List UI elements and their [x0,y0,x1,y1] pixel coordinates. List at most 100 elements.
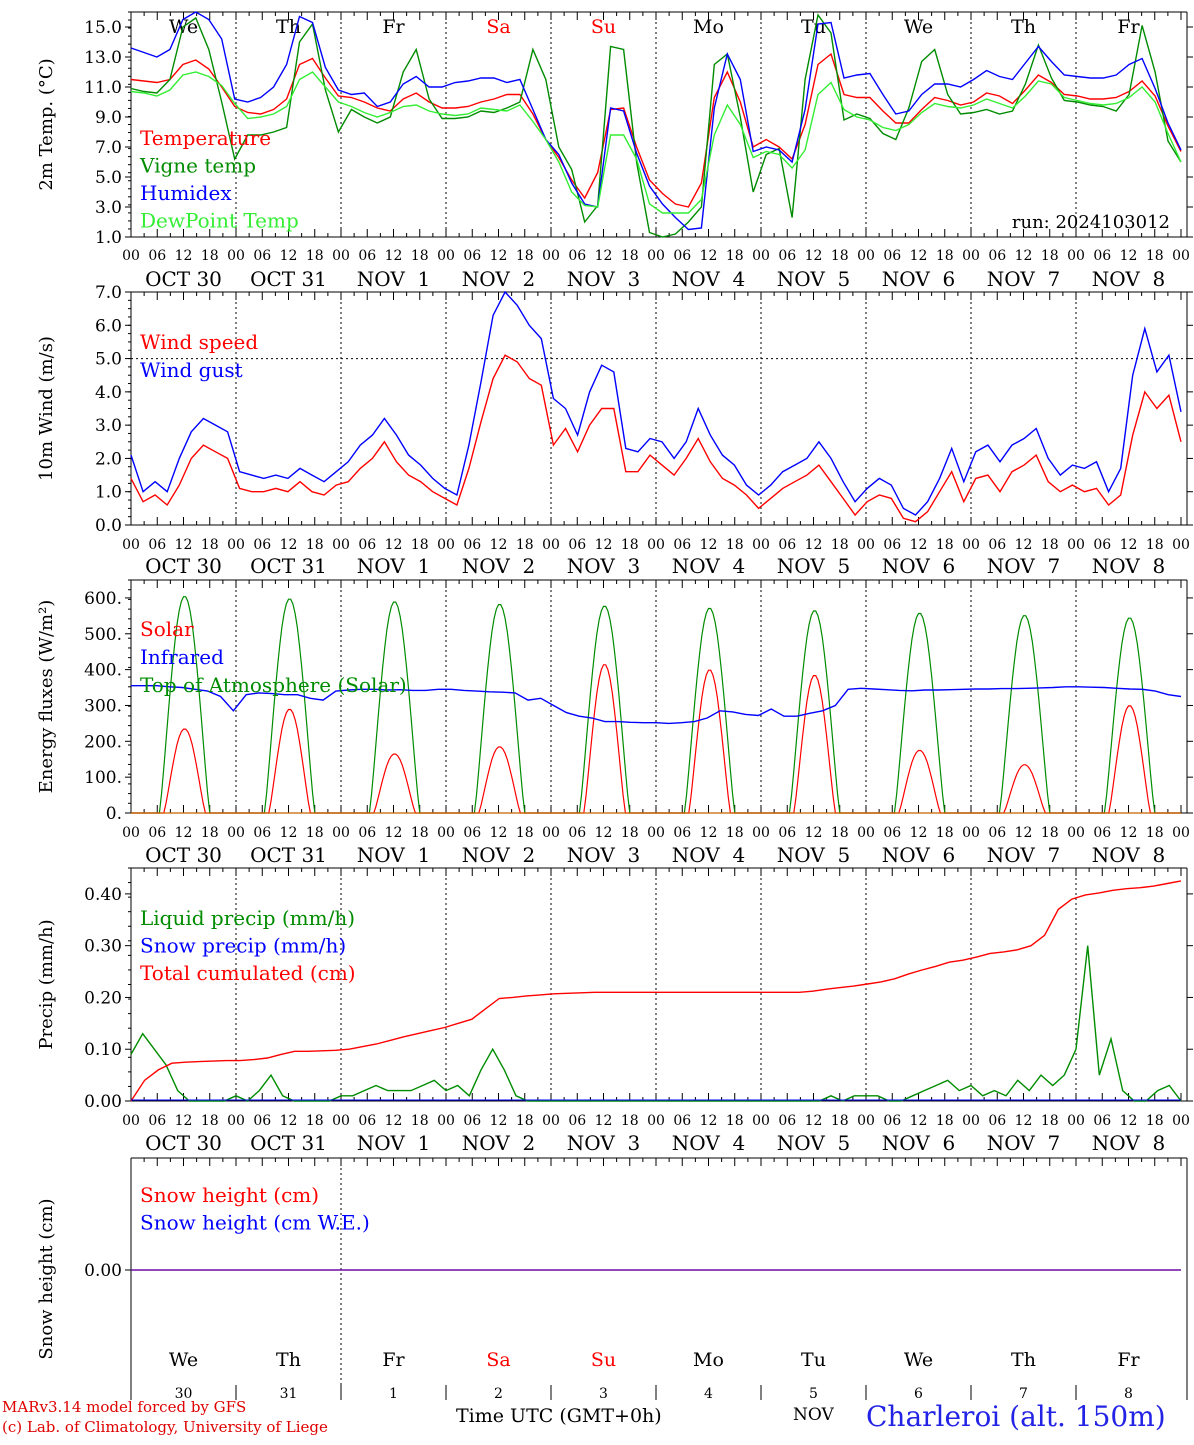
date-label: NOV 4 [672,1131,745,1155]
y-tick-label: 400. [84,661,122,681]
series-line-humidex [130,11,1182,231]
hour-tick-label: 12 [1015,248,1033,264]
hour-tick-label: 06 [778,248,796,264]
hour-tick-label: 18 [831,248,849,264]
series-line-total-cumulated [130,880,1182,1102]
hour-tick-label: 18 [726,248,744,264]
y-tick-label: 0.10 [84,1040,122,1060]
y-tick-label: 5.0 [95,350,122,370]
day-number-label: 2 [494,1386,503,1402]
y-tick-label: 0. [106,804,122,824]
hour-tick-label: 00 [332,537,350,553]
legend-total-cumulated-cm-: Total cumulated (cm) [140,961,356,985]
hour-tick-label: 00 [332,825,350,841]
hour-tick-label: 00 [227,248,245,264]
date-label: NOV 1 [357,267,430,291]
hour-tick-label: 18 [201,825,219,841]
hour-tick-label: 06 [568,1113,586,1129]
hour-tick-label: 06 [358,825,376,841]
day-number-label: 7 [1019,1386,1028,1402]
y-tick-label: 6.0 [95,316,122,336]
hour-tick-label: 06 [463,825,481,841]
hour-tick-label: 06 [988,248,1006,264]
legend-snow-precip-mm-h-: Snow precip (mm/h) [140,934,346,958]
hour-tick-label: 06 [253,248,271,264]
hour-tick-label: 12 [280,1113,298,1129]
hour-tick-label: 00 [647,537,665,553]
hour-tick-label: 18 [936,825,954,841]
hour-tick-label: 06 [883,825,901,841]
hour-tick-label: 18 [516,248,534,264]
hour-tick-label: 12 [385,825,403,841]
hour-tick-label: 00 [122,825,140,841]
y-tick-label: 7.0 [95,138,122,158]
hour-tick-label: 18 [201,248,219,264]
hour-tick-label: 12 [700,248,718,264]
weekday-label: Sa [486,16,510,38]
hour-tick-label: 12 [910,537,928,553]
hour-tick-label: 06 [568,825,586,841]
date-label: NOV 6 [882,843,955,867]
hour-tick-label: 06 [358,1113,376,1129]
date-label: NOV 3 [567,267,640,291]
hour-tick-label: 00 [857,1113,875,1129]
weekday-label: Su [591,1349,616,1371]
hour-tick-label: 00 [1172,1113,1190,1129]
y-tick-label: 7.0 [95,283,122,303]
weekday-label: Fr [1117,16,1140,38]
hour-tick-label: 12 [175,248,193,264]
legend-snow-height-cm-w-e-: Snow height (cm W.E.) [140,1211,370,1235]
hour-tick-label: 18 [831,825,849,841]
hour-tick-label: 18 [1041,1113,1059,1129]
hour-tick-label: 18 [516,825,534,841]
legend-temperature: Temperature [140,126,271,150]
date-label: OCT 30 [145,1131,222,1155]
date-label: OCT 31 [250,843,327,867]
weekday-label: We [904,16,933,38]
weekday-label: We [169,1349,198,1371]
hour-tick-label: 00 [1172,825,1190,841]
date-label: NOV 1 [357,1131,430,1155]
y-tick-label: 300. [84,696,122,716]
hour-tick-label: 00 [542,537,560,553]
y-tick-label: 3.0 [95,416,122,436]
hour-tick-label: 12 [700,825,718,841]
hour-tick-label: 06 [463,1113,481,1129]
hour-tick-label: 06 [988,1113,1006,1129]
hour-tick-label: 18 [306,825,324,841]
hour-tick-label: 00 [437,248,455,264]
hour-tick-label: 06 [673,537,691,553]
hour-tick-label: 12 [595,1113,613,1129]
hour-tick-label: 06 [568,537,586,553]
legend-wind-gust: Wind gust [140,358,243,382]
date-label: NOV 2 [462,267,535,291]
hour-tick-label: 18 [201,537,219,553]
hour-tick-label: 18 [621,1113,639,1129]
date-label: NOV 8 [1092,554,1165,578]
hour-tick-label: 00 [227,825,245,841]
date-label: NOV 4 [672,267,745,291]
hour-tick-label: 00 [227,537,245,553]
date-label: OCT 30 [145,554,222,578]
weekday-label: Th [1011,16,1036,38]
day-number-label: 30 [175,1386,193,1402]
y-tick-label: 600. [84,589,122,609]
day-number-label: 5 [809,1386,818,1402]
hour-tick-label: 06 [1093,537,1111,553]
hour-tick-label: 00 [542,248,560,264]
hour-tick-label: 18 [411,537,429,553]
hour-tick-label: 00 [437,825,455,841]
series-line-wind-speed [130,354,1182,523]
month-label: NOV [793,1405,834,1425]
day-number-label: 8 [1124,1386,1133,1402]
day-number-label: 31 [280,1386,298,1402]
weekday-label: Mo [693,16,724,38]
hour-tick-label: 12 [700,1113,718,1129]
date-label: NOV 7 [987,554,1060,578]
date-label: NOV 7 [987,1131,1060,1155]
hour-tick-label: 12 [910,248,928,264]
hour-tick-label: 06 [988,825,1006,841]
hour-tick-label: 12 [1015,1113,1033,1129]
